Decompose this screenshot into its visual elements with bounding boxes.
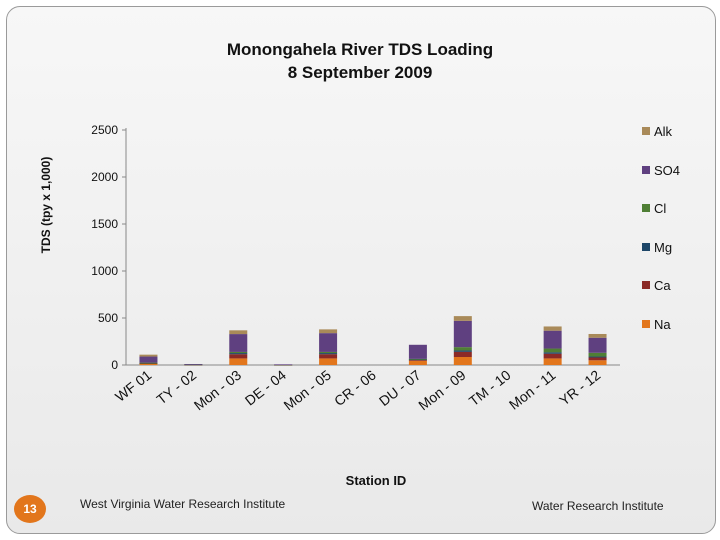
x-tick-label: WF 01 [112,367,155,405]
bar-segment [543,348,562,353]
bar-segment [408,344,427,359]
bar-segment [588,360,607,365]
bar-segment [543,330,562,349]
bar-segment [229,354,248,359]
bar-segment [453,350,472,352]
y-tick-labels: 0 500 1000 1500 2000 2500 [91,123,126,372]
x-tick-label: YR - 12 [556,367,603,409]
x-tick-label: Mon - 11 [506,367,559,413]
bar-segment [408,358,427,360]
y-tick-label: 1500 [91,217,118,231]
bar-stacks [139,316,607,366]
legend-label: Na [654,316,671,332]
bar-segment [319,329,338,334]
x-tick-label: Mon - 03 [191,367,245,414]
slide-background [6,6,716,534]
chart-subtitle: 8 September 2009 [287,63,433,82]
legend-swatch [642,242,650,251]
footer-right-text: Water Research Institute [532,499,664,513]
bar-segment [229,330,248,335]
legend-swatch [642,127,650,135]
y-tick-label: 500 [98,311,118,325]
legend-label: SO4 [654,162,681,178]
y-tick-label: 2000 [91,170,118,184]
bar-segment [453,316,472,321]
x-tick-label: Mon - 09 [415,367,469,414]
bar-segment [543,358,562,365]
x-axis-label: Station ID [345,473,407,488]
bar-segment [229,351,248,354]
legend-item: Na [642,317,702,333]
legend-swatch [642,204,650,212]
x-tick-label: CR - 06 [331,367,379,409]
bar-segment [588,357,607,361]
bar-segment [319,351,338,354]
legend-label: Alk [654,124,673,139]
y-tick-label: 2500 [91,123,118,137]
bar-segment [543,326,562,331]
bar-segment [588,356,607,358]
bar-segment [229,334,248,352]
bar-segment [453,351,472,358]
bar-segment [588,337,607,353]
bar-segment [453,320,472,348]
chart-title: Monongahela River TDS Loading [226,40,494,59]
legend-swatch [642,165,650,174]
legend-label: Cl [654,201,667,216]
bar-segment [453,357,472,365]
page-number-badge: 13 [14,495,46,523]
bar-segment [319,333,338,352]
legend-item: SO4 [642,163,702,179]
legend-label: Mg [654,239,673,255]
legend-item: Cl [642,201,702,217]
footer-left-text: West Virginia Water Research Institute [80,497,286,511]
x-tick-label: TM - 10 [466,367,514,409]
bar-segment [543,353,562,359]
bar-segment [588,333,607,338]
y-tick-label: 0 [111,358,118,372]
bar-segment [139,362,158,364]
legend-item: Alk [642,124,702,140]
x-tick-label: Mon - 05 [281,367,335,414]
bar-segment [184,364,203,365]
legend-swatch [642,281,650,289]
legend-swatch [642,319,650,328]
bar-segment [319,358,338,365]
bar-segment [319,353,338,355]
legend-item: Mg [642,240,702,256]
axes-layer [125,128,620,366]
bar-segment [139,354,158,357]
bar-segment [274,364,293,366]
legend-item: Ca [642,278,702,294]
bar-segment [319,354,338,359]
bar-segment [229,353,248,355]
bar-segment [139,356,158,363]
legend-label: Ca [654,278,671,293]
bar-segment [408,360,427,365]
bar-segment [229,358,248,365]
bar-segment [408,359,427,361]
bar-segment [453,347,472,351]
bar-segment [139,363,158,365]
bar-segment [408,359,427,361]
bar-segment [543,352,562,354]
bar-segment [588,352,607,357]
y-tick-label: 1000 [91,264,118,278]
